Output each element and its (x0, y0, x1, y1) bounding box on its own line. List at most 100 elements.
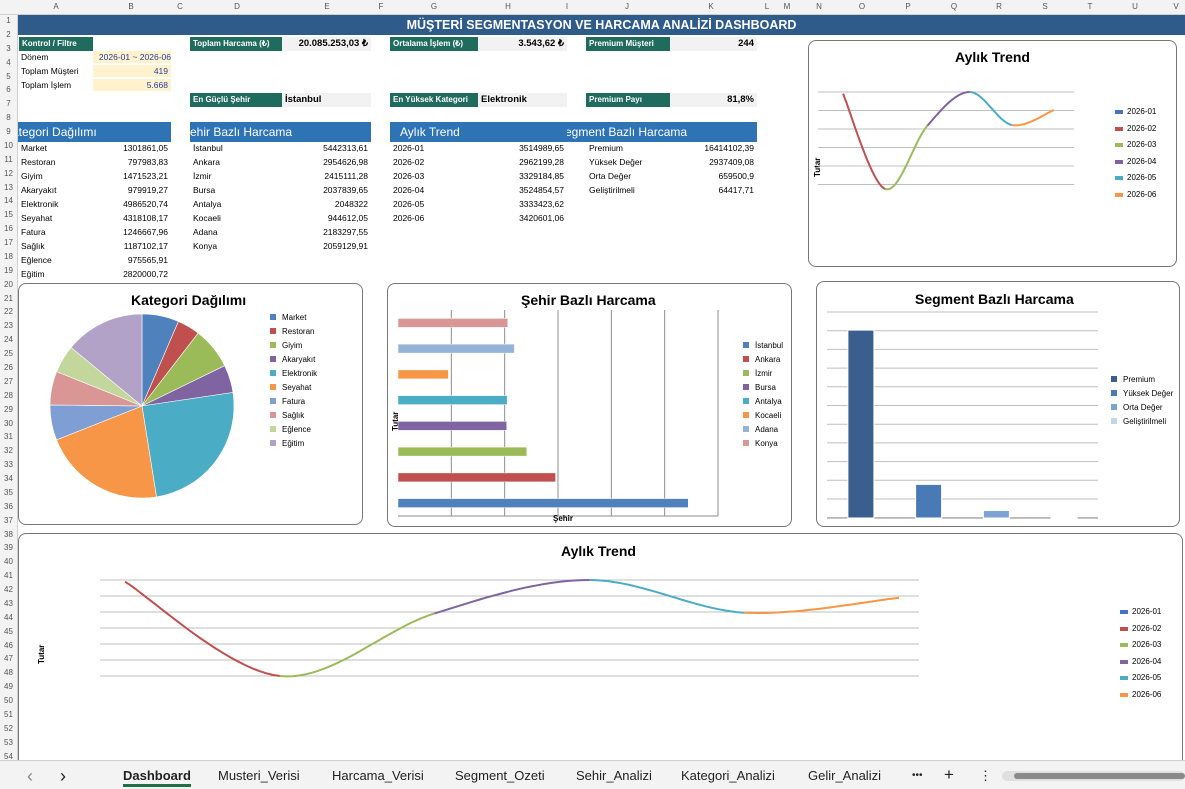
column-header[interactable]: A (53, 2, 59, 11)
row-header[interactable]: 7 (6, 99, 11, 109)
column-header[interactable]: J (625, 2, 629, 11)
sheet-tab-segment-ozeti[interactable]: Segment_Ozeti (455, 768, 545, 783)
row-header[interactable]: 14 (4, 196, 13, 206)
scrollbar-thumb[interactable] (1014, 773, 1185, 779)
row-header[interactable]: 51 (4, 710, 13, 719)
row-header[interactable]: 10 (4, 140, 13, 150)
row-header[interactable]: 42 (4, 585, 13, 595)
row-header[interactable]: 27 (4, 376, 13, 386)
row-header[interactable]: 36 (4, 501, 13, 511)
row-header[interactable]: 52 (4, 723, 13, 733)
customers-value[interactable]: 419 (93, 65, 171, 77)
column-header[interactable]: I (565, 2, 569, 11)
column-header[interactable]: D (234, 2, 240, 11)
sheet-tab-gelir-analizi[interactable]: Gelir_Analizi (808, 768, 881, 783)
column-header[interactable]: G (430, 2, 438, 11)
column-header[interactable]: T (1087, 2, 1093, 11)
row-header[interactable]: 43 (4, 598, 13, 608)
column-header[interactable]: R (996, 2, 1002, 11)
row-header[interactable]: 35 (4, 487, 13, 497)
row-header[interactable]: 47 (4, 654, 13, 664)
column-header[interactable]: S (1042, 2, 1048, 11)
column-header[interactable]: N (816, 2, 822, 11)
row-header[interactable]: 44 (4, 612, 13, 622)
more-sheets-button[interactable]: ••• (912, 770, 923, 781)
row-header[interactable]: 54 (4, 751, 13, 761)
row-header[interactable]: 19 (4, 265, 13, 275)
row-header[interactable]: 8 (6, 113, 11, 123)
column-header[interactable]: Q (950, 2, 958, 11)
row-header[interactable]: 48 (4, 668, 13, 678)
column-header[interactable]: E (324, 2, 330, 11)
segment-bar-chart[interactable]: Segment Bazlı Harcama Premium Yüksek Değe… (816, 281, 1180, 527)
row-header[interactable]: 33 (4, 460, 13, 470)
column-header[interactable]: L (764, 2, 770, 11)
sheet-tab-musteri-verisi[interactable]: Musteri_Verisi (218, 768, 300, 783)
row-header[interactable]: 16 (4, 224, 13, 234)
row-header[interactable]: 28 (4, 390, 13, 400)
row-header[interactable]: 29 (4, 404, 13, 414)
row-header[interactable]: 41 (4, 571, 13, 581)
transactions-value[interactable]: 5.668 (93, 79, 171, 91)
row-header[interactable]: 9 (6, 127, 11, 137)
row-header[interactable]: 3 (6, 43, 11, 53)
row-header[interactable]: 21 (4, 293, 13, 303)
row-header[interactable]: 30 (4, 418, 13, 428)
legend-label: Market (282, 313, 307, 322)
row-header[interactable]: 23 (4, 321, 13, 331)
row-header[interactable]: 13 (4, 182, 13, 192)
monthly-trend-chart-bottom[interactable]: Aylık Trend Tutar 2026-01 2026-02 2026-03 2… (18, 533, 1183, 773)
row-header[interactable]: 25 (4, 349, 13, 359)
row-header[interactable]: 22 (4, 307, 13, 317)
row-header[interactable]: 20 (4, 279, 13, 289)
city-bar-chart[interactable]: Şehir Bazlı Harcama Tutar Şehir İstanbul… (387, 283, 792, 527)
sheet-tab-dashboard[interactable]: Dashboard (123, 768, 191, 787)
row-header[interactable]: 18 (4, 251, 13, 261)
row-header[interactable]: 12 (4, 168, 13, 178)
row-header[interactable]: 40 (4, 557, 13, 567)
sheet-tab-kategori-analizi[interactable]: Kategori_Analizi (681, 768, 775, 783)
row-header[interactable]: 32 (4, 446, 13, 456)
sheet-tab-harcama-verisi[interactable]: Harcama_Verisi (332, 768, 424, 783)
row-header[interactable]: 46 (4, 640, 13, 650)
row-header[interactable]: 50 (4, 696, 13, 706)
column-header[interactable]: V (1173, 2, 1179, 11)
row-header[interactable]: 17 (4, 238, 13, 248)
next-sheet-button[interactable]: › (60, 766, 66, 786)
row-header[interactable]: 34 (4, 474, 13, 484)
row-header[interactable]: 38 (4, 529, 13, 539)
table-cell-value: 2954626,98 (323, 157, 368, 167)
row-header[interactable]: 2 (6, 29, 11, 39)
row-header[interactable]: 24 (4, 335, 13, 345)
column-header[interactable]: M (783, 2, 791, 11)
period-value[interactable]: 2026-01 ~ 2026-06 (93, 51, 171, 63)
row-header[interactable]: 31 (4, 432, 13, 442)
category-pie-chart[interactable]: Kategori Dağılımı Market Restoran Giyim Aka… (18, 283, 363, 525)
column-header[interactable]: U (1132, 2, 1138, 11)
column-header[interactable]: F (378, 2, 384, 11)
add-sheet-button[interactable]: + (944, 765, 954, 784)
row-header[interactable]: 6 (6, 85, 11, 95)
sheet-tab-sehir-analizi[interactable]: Sehir_Analizi (576, 768, 652, 783)
row-header[interactable]: 39 (4, 543, 13, 553)
row-header[interactable]: 37 (4, 515, 13, 525)
row-header[interactable]: 5 (6, 71, 11, 81)
row-header[interactable]: 49 (4, 682, 13, 692)
column-header[interactable]: C (177, 2, 183, 11)
row-header[interactable]: 53 (4, 737, 13, 747)
horizontal-scrollbar[interactable] (1002, 771, 1185, 781)
column-header[interactable]: H (505, 2, 511, 11)
column-header[interactable]: P (905, 2, 911, 11)
column-header[interactable]: K (708, 2, 714, 11)
row-header[interactable]: 45 (4, 626, 13, 636)
row-header[interactable]: 11 (4, 154, 13, 164)
monthly-trend-chart-top[interactable]: Aylık Trend Tutar 2026-01 2026-02 2026-03 2… (808, 40, 1177, 267)
column-header[interactable]: B (128, 2, 134, 11)
column-header[interactable]: O (858, 2, 866, 11)
row-header[interactable]: 1 (6, 16, 11, 25)
prev-sheet-button[interactable]: ‹ (27, 766, 33, 786)
row-header[interactable]: 4 (6, 57, 11, 67)
row-header[interactable]: 15 (4, 210, 13, 220)
row-header[interactable]: 26 (4, 363, 13, 372)
sheet-options-button[interactable]: ⋮ (979, 768, 992, 783)
